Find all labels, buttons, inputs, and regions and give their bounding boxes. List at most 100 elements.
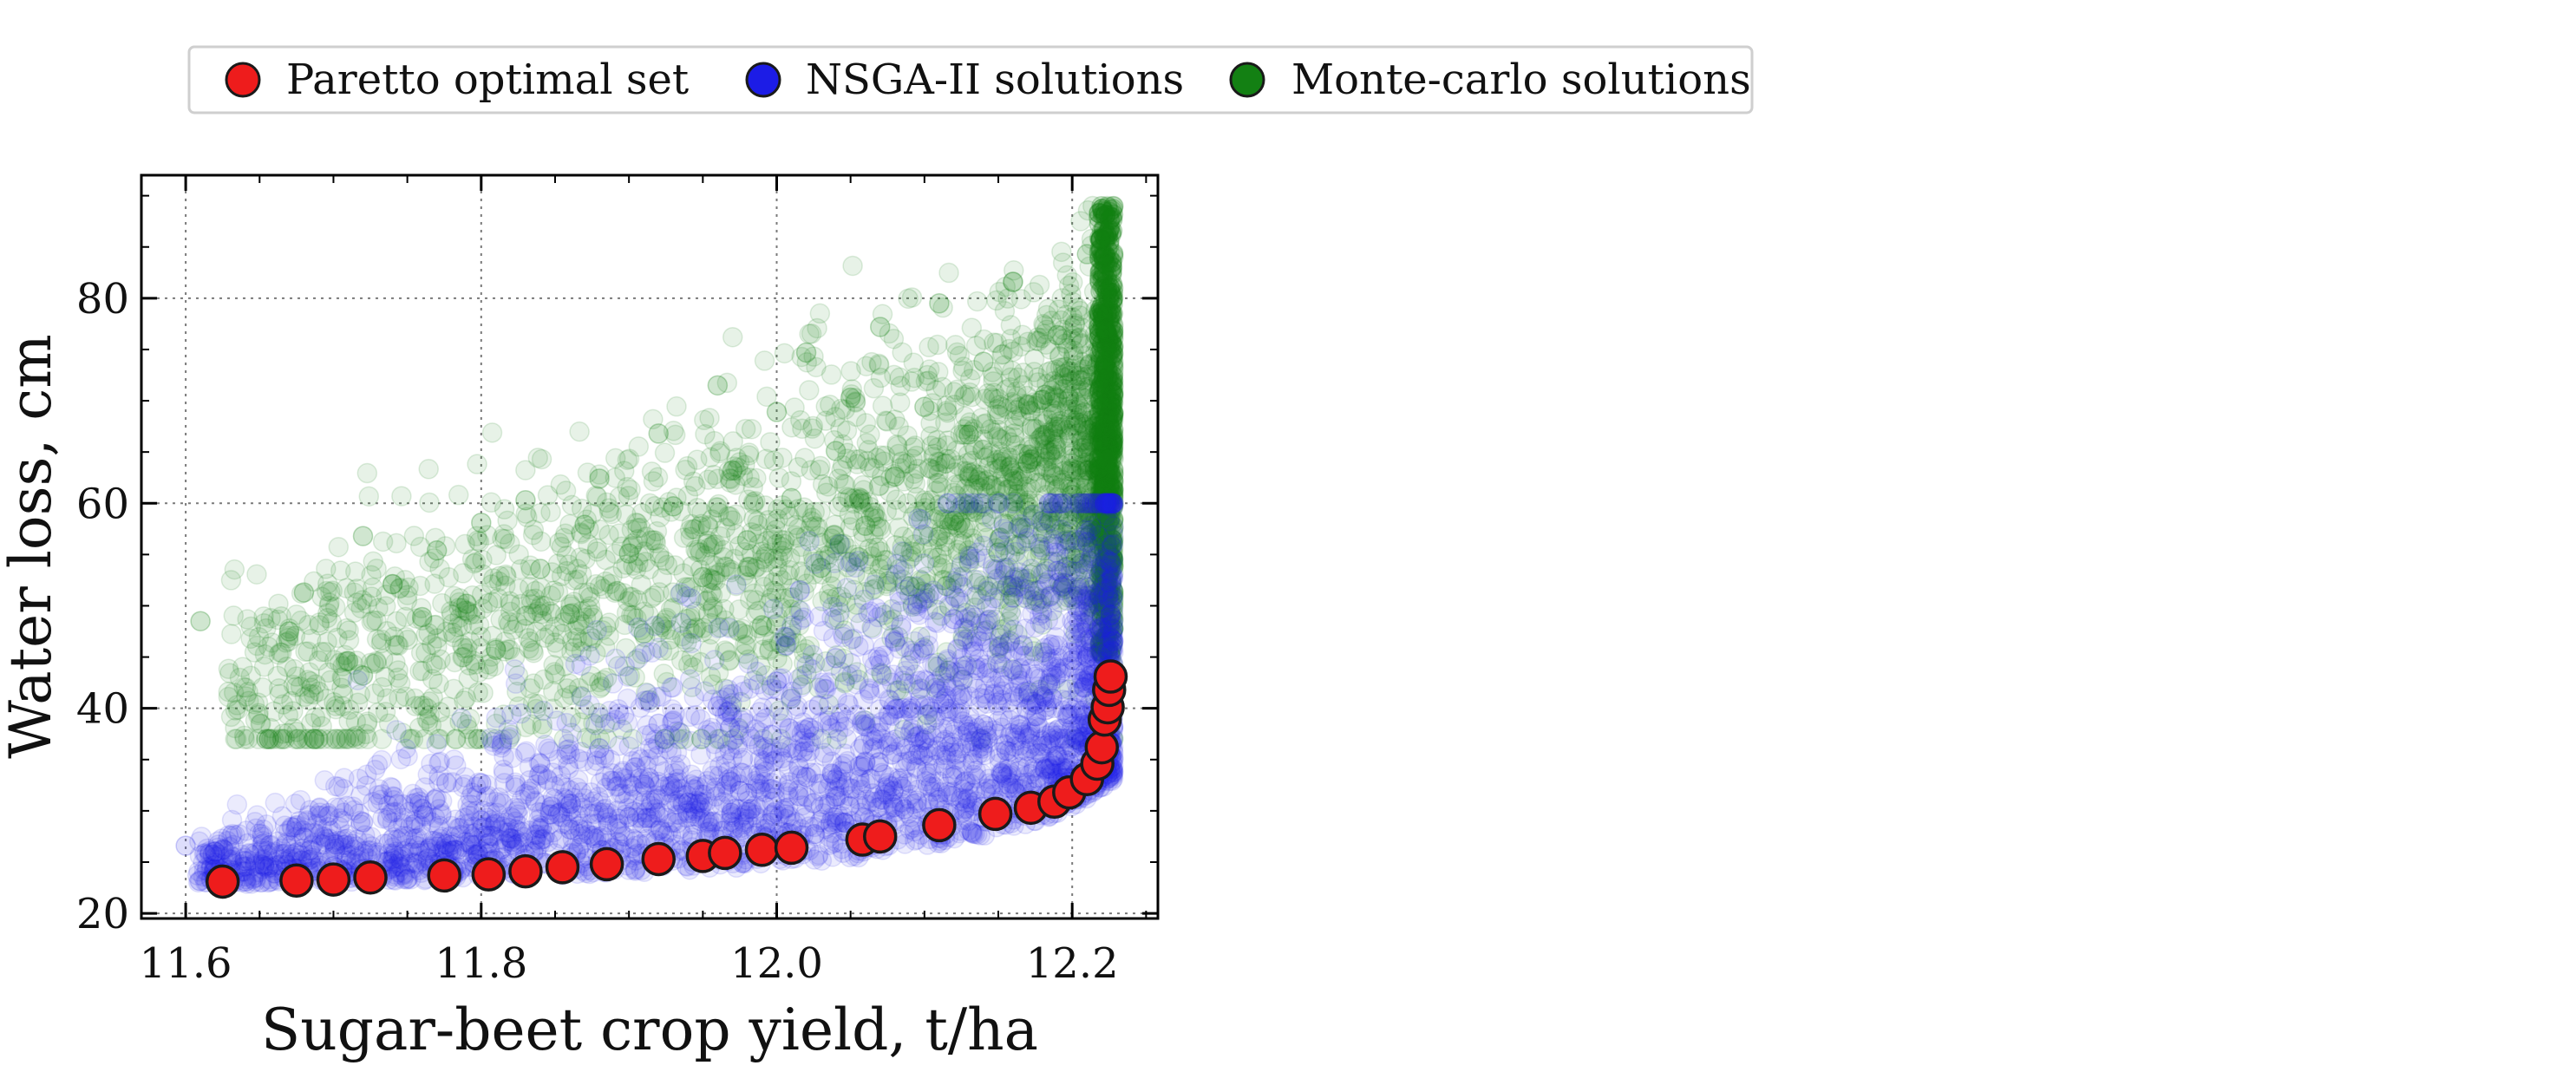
monte-carlo-point xyxy=(443,678,464,700)
monte-carlo-point xyxy=(1089,343,1110,364)
monte-carlo-point xyxy=(1080,435,1102,456)
monte-carlo-point xyxy=(559,673,580,694)
monte-carlo-point xyxy=(494,499,515,520)
monte-carlo-point xyxy=(1075,576,1096,597)
monte-carlo-point xyxy=(964,533,985,554)
monte-carlo-point xyxy=(736,636,757,657)
legend-label: Monte-carlo solutions xyxy=(1291,56,1751,104)
monte-carlo-point xyxy=(1089,389,1109,411)
monte-carlo-point xyxy=(1102,554,1123,576)
monte-carlo-point xyxy=(318,595,340,617)
monte-carlo-point xyxy=(1099,242,1120,263)
monte-carlo-point xyxy=(663,421,684,441)
monte-carlo-point xyxy=(463,650,484,671)
monte-carlo-point xyxy=(1043,463,1063,485)
monte-carlo-point xyxy=(422,687,444,709)
monte-carlo-point xyxy=(499,614,520,635)
monte-carlo-point xyxy=(951,552,972,573)
monte-carlo-point xyxy=(467,682,488,703)
monte-carlo-point xyxy=(788,518,809,539)
monte-carlo-point xyxy=(1099,306,1121,327)
monte-carlo-point xyxy=(986,404,1008,425)
monte-carlo-point xyxy=(728,620,749,642)
monte-carlo-point xyxy=(961,317,983,338)
monte-carlo-point xyxy=(751,615,773,636)
monte-carlo-point xyxy=(1103,384,1124,406)
monte-carlo-point xyxy=(917,704,938,725)
monte-carlo-point xyxy=(1102,413,1123,434)
monte-carlo-point xyxy=(720,506,741,527)
monte-carlo-point xyxy=(1103,478,1124,500)
monte-carlo-point xyxy=(1102,370,1124,392)
nsga-ii-point xyxy=(390,748,412,770)
monte-carlo-point xyxy=(801,507,822,528)
monte-carlo-point xyxy=(500,591,520,611)
monte-carlo-point xyxy=(1056,337,1078,359)
monte-carlo-point xyxy=(1096,481,1117,503)
monte-carlo-point xyxy=(1020,478,1042,500)
monte-carlo-point xyxy=(766,402,788,422)
monte-carlo-point xyxy=(1095,441,1116,462)
monte-carlo-point xyxy=(309,612,330,633)
monte-carlo-point xyxy=(870,541,891,562)
monte-carlo-point xyxy=(806,356,827,378)
monte-carlo-point xyxy=(1059,425,1080,447)
monte-carlo-point xyxy=(912,571,932,592)
monte-carlo-point xyxy=(716,641,737,663)
monte-carlo-point xyxy=(825,406,846,428)
monte-carlo-point xyxy=(738,442,760,463)
monte-carlo-point xyxy=(586,487,608,507)
monte-carlo-point xyxy=(925,500,945,522)
monte-carlo-point xyxy=(1058,461,1080,481)
monte-carlo-point xyxy=(1044,475,1065,496)
monte-carlo-point xyxy=(1102,533,1123,554)
monte-carlo-point xyxy=(1100,591,1121,612)
monte-carlo-point xyxy=(1048,373,1069,395)
monte-carlo-point xyxy=(371,629,392,650)
monte-carlo-point xyxy=(1095,467,1115,488)
monte-carlo-point xyxy=(832,492,853,513)
monte-carlo-point xyxy=(697,516,719,538)
monte-carlo-point xyxy=(497,510,518,532)
monte-carlo-point xyxy=(811,729,832,749)
monte-carlo-point xyxy=(1060,546,1082,566)
monte-carlo-point xyxy=(1063,340,1084,361)
monte-carlo-point xyxy=(1036,457,1057,478)
monte-carlo-point xyxy=(1083,386,1105,408)
monte-carlo-point xyxy=(1037,409,1058,430)
monte-carlo-point xyxy=(735,418,756,440)
monte-carlo-point xyxy=(366,652,387,673)
monte-carlo-point xyxy=(1084,528,1106,549)
monte-carlo-point xyxy=(309,615,330,636)
monte-carlo-point xyxy=(335,651,356,672)
monte-carlo-point xyxy=(690,516,710,537)
monte-carlo-point xyxy=(692,566,714,588)
monte-carlo-point xyxy=(1061,361,1082,382)
monte-carlo-point xyxy=(520,589,541,610)
monte-carlo-point xyxy=(1092,376,1113,397)
monte-carlo-point xyxy=(824,429,845,451)
monte-carlo-point xyxy=(573,614,594,635)
monte-carlo-point xyxy=(888,416,909,437)
nsga-ii-point xyxy=(586,619,607,641)
monte-carlo-point xyxy=(1047,324,1068,346)
monte-carlo-point xyxy=(522,524,544,546)
monte-carlo-point xyxy=(1098,365,1120,386)
monte-carlo-point xyxy=(888,443,909,465)
monte-carlo-point xyxy=(1092,484,1114,505)
monte-carlo-point xyxy=(1073,442,1094,464)
monte-carlo-point xyxy=(1040,462,1062,483)
monte-carlo-point xyxy=(571,685,592,707)
monte-carlo-point xyxy=(977,483,997,504)
monte-carlo-point xyxy=(617,591,638,611)
monte-carlo-point xyxy=(864,506,885,526)
monte-carlo-point xyxy=(1048,416,1069,438)
monte-carlo-point xyxy=(1102,480,1123,501)
monte-carlo-point xyxy=(1099,405,1121,426)
monte-carlo-point xyxy=(775,636,795,657)
monte-carlo-point xyxy=(1065,369,1086,391)
monte-carlo-point xyxy=(1017,394,1039,415)
monte-carlo-point xyxy=(444,651,465,673)
monte-carlo-point xyxy=(810,455,831,477)
monte-carlo-point xyxy=(532,714,553,735)
